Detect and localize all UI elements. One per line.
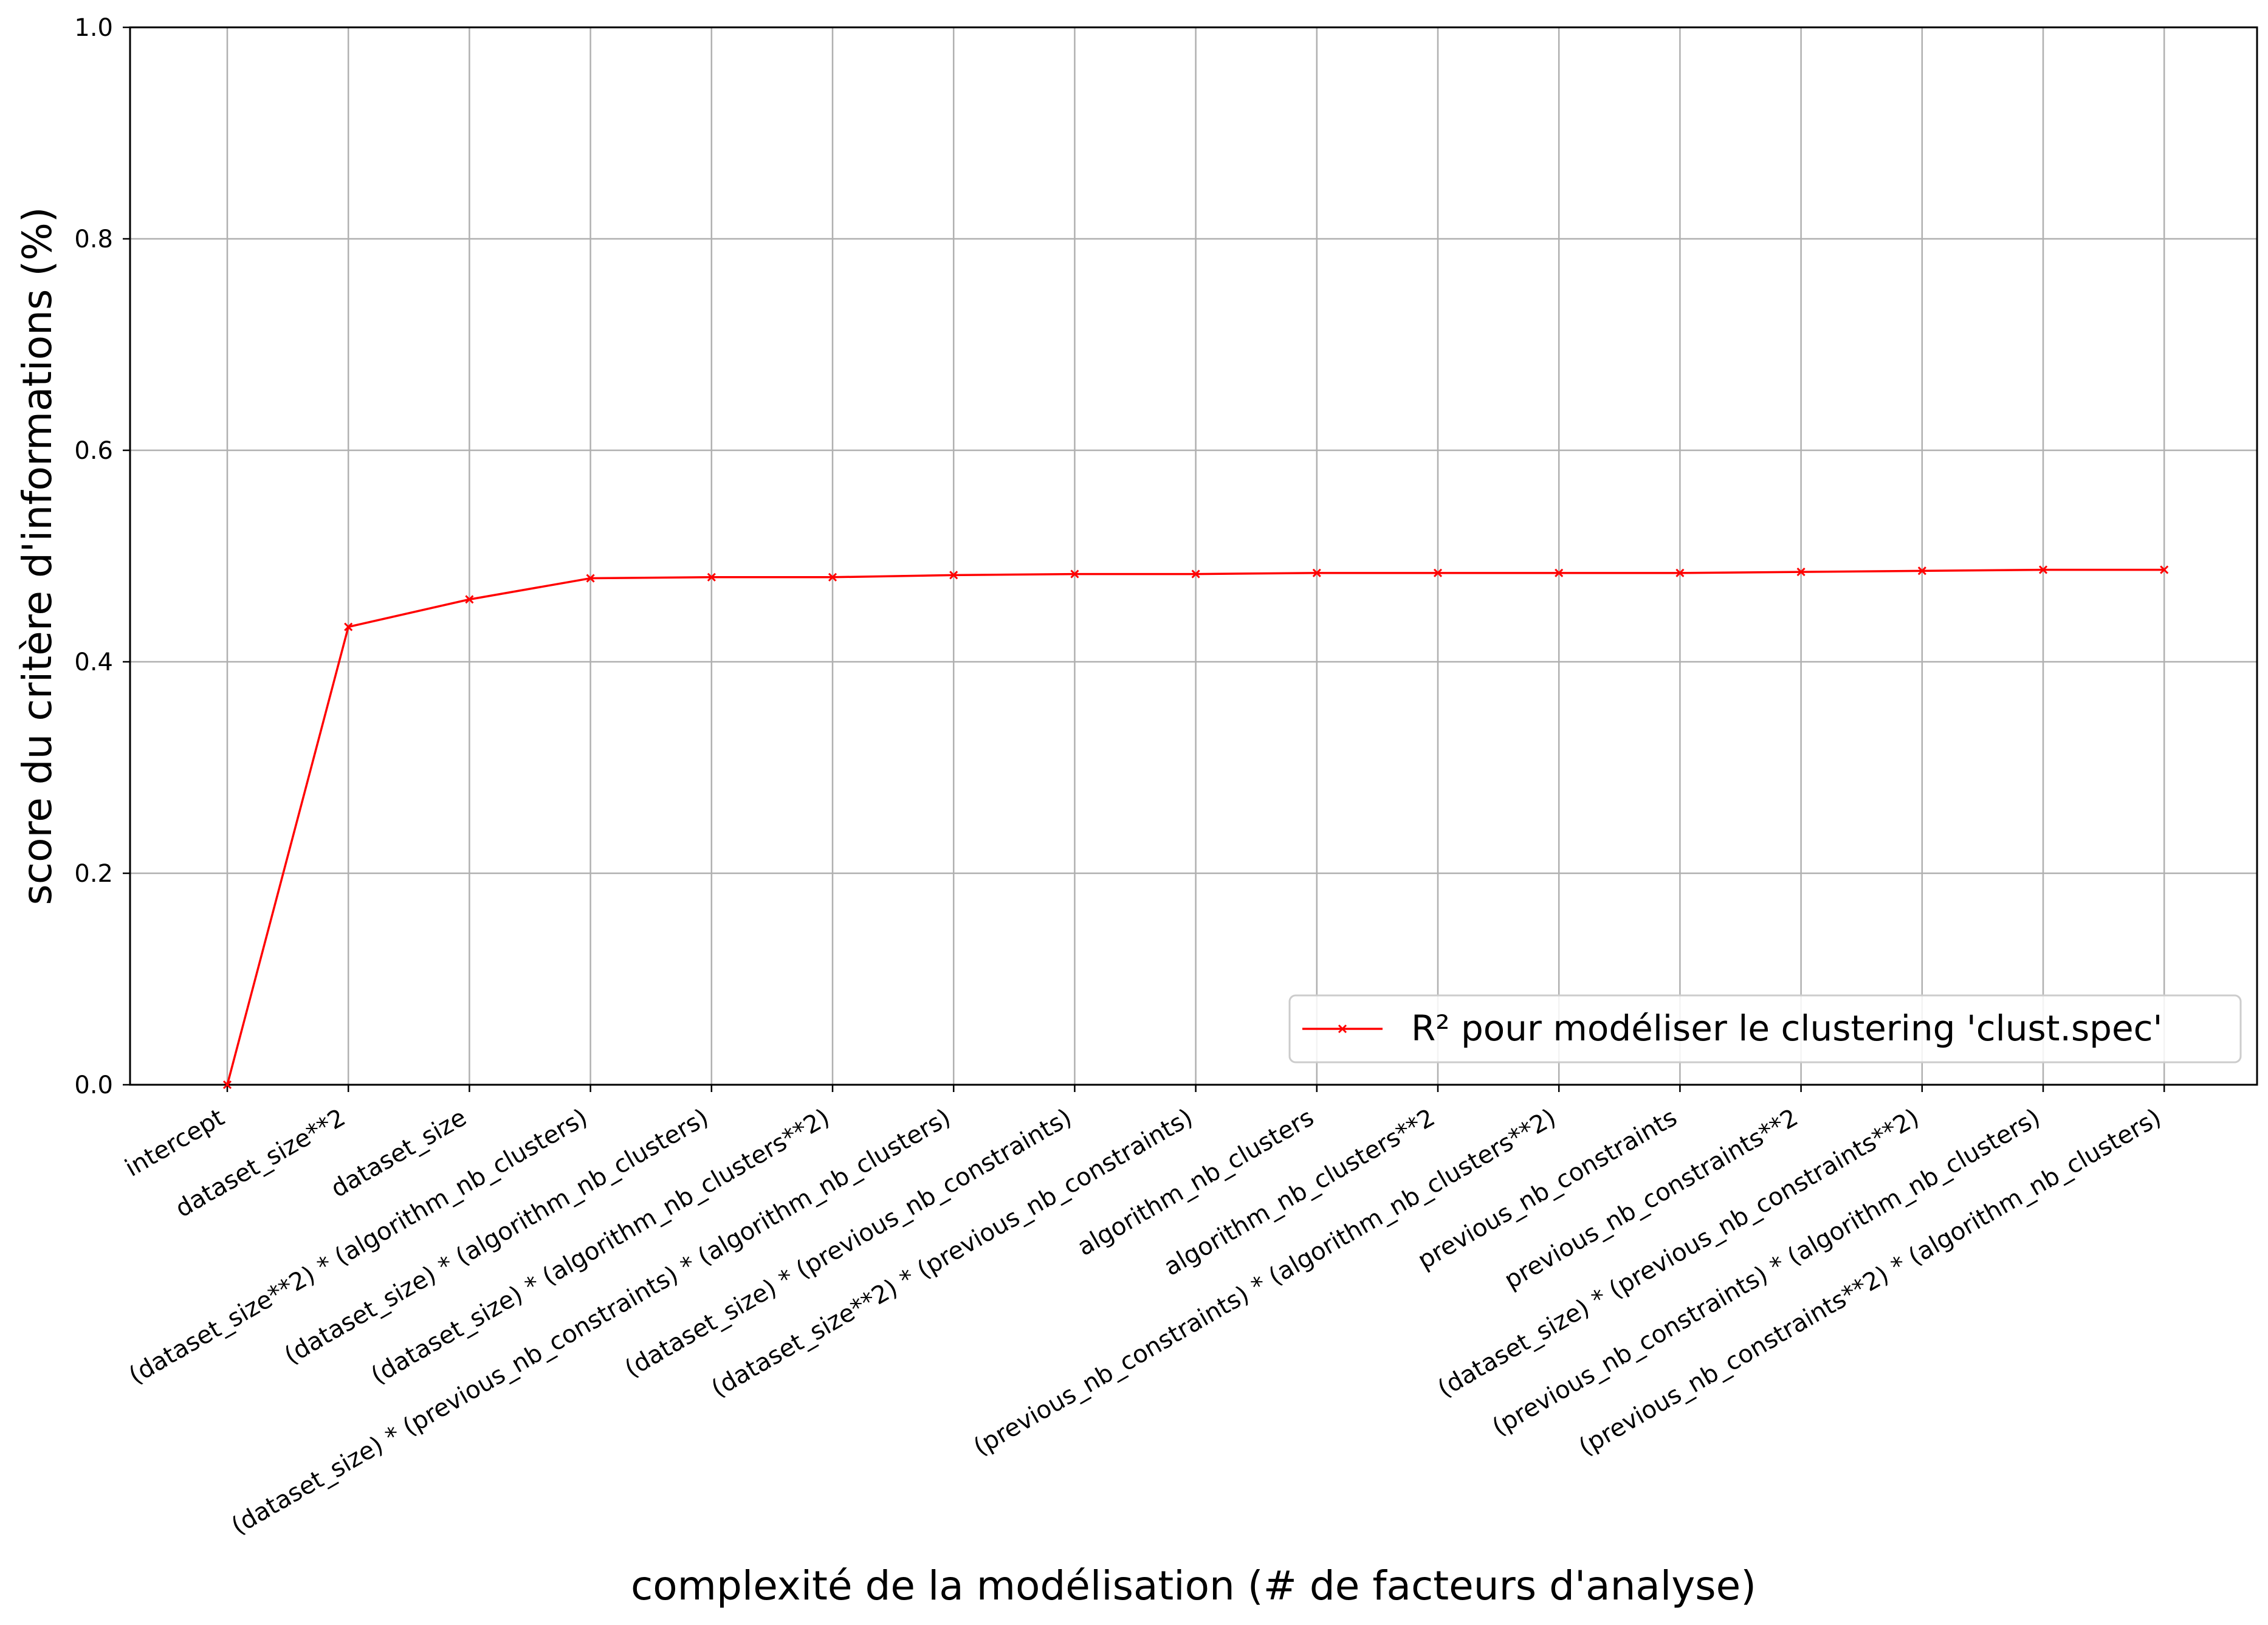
data-point-marker (828, 572, 837, 582)
x-tick-label: (dataset_size) * (algorithm_nb_clusters) (280, 1104, 713, 1370)
data-point-marker (949, 571, 958, 580)
y-tick-label: 0.4 (74, 648, 113, 676)
legend: R² pour modéliser le clustering 'clust.s… (1288, 994, 2242, 1063)
x-axis: interceptdataset_size**2dataset_size(dat… (120, 1085, 2166, 1541)
data-point-marker (1555, 568, 1564, 577)
x-tick-label: intercept (120, 1104, 229, 1183)
y-axis-label: score du critère d'informations (%) (14, 207, 61, 905)
data-point-marker (1312, 568, 1321, 577)
y-tick-label: 0.6 (74, 437, 113, 465)
y-axis: 0.0 0.2 0.4 0.6 0.8 1.0 (74, 14, 130, 1099)
data-point-marker (465, 595, 474, 604)
x-tick-label: (dataset_size) * (previous_nb_constraint… (620, 1104, 1076, 1383)
data-point-marker (2038, 565, 2048, 574)
data-point-marker (707, 572, 716, 582)
x-axis-label: complexité de la modélisation (# de fact… (631, 1562, 1756, 1609)
data-point-marker (1917, 566, 1926, 575)
data-point-marker (1796, 568, 1806, 577)
plot-frame (129, 26, 2258, 1086)
x-tick-label: (previous_nb_constraints) * (algorithm_n… (1488, 1104, 2045, 1441)
data-point-marker (1191, 569, 1200, 579)
y-tick-label: 0.0 (74, 1071, 113, 1099)
data-point-marker (1433, 568, 1443, 577)
data-point-marker (222, 1080, 232, 1090)
legend-marker-swatch (1338, 1024, 1347, 1034)
data-point-marker (2160, 565, 2169, 574)
data-point-marker (344, 622, 353, 631)
data-point-marker (1675, 568, 1685, 577)
legend-entry-label: R² pour modéliser le clustering 'clust.s… (1411, 1008, 2163, 1049)
data-point-marker (1070, 569, 1079, 579)
y-tick-label: 0.2 (74, 860, 113, 888)
data-series (222, 565, 2169, 1090)
y-tick-label: 1.0 (74, 14, 113, 42)
data-point-marker (586, 574, 595, 583)
y-tick-label: 0.8 (74, 225, 113, 253)
legend-box (1288, 994, 2242, 1063)
grid-lines (130, 26, 2257, 1086)
